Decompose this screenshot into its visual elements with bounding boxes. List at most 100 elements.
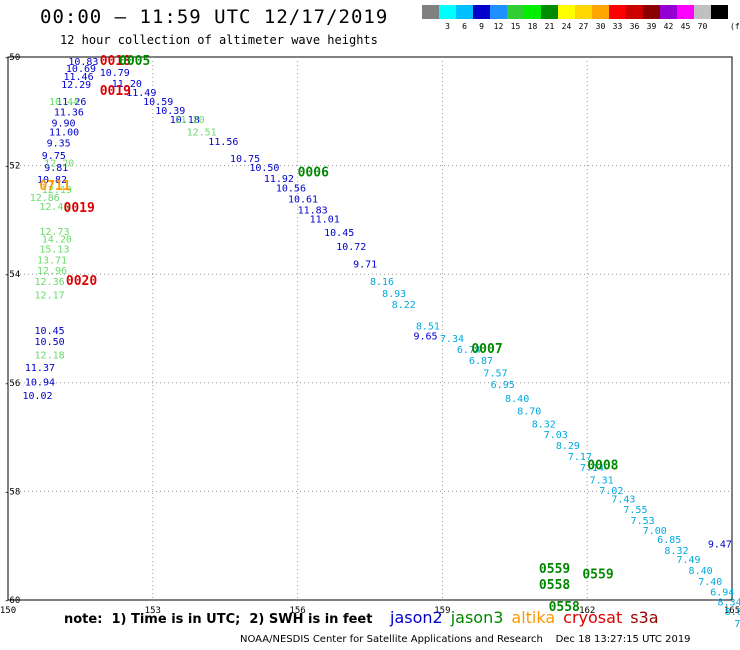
wave-height-label: 7.17 (568, 452, 592, 463)
wave-height-label: 8.32 (532, 419, 556, 430)
wave-height-label: 6.94 (710, 588, 734, 599)
legend-entry-jason2: jason2 (390, 608, 443, 627)
color-scale-cell: 18 (524, 5, 541, 31)
wave-height-label: 11.37 (25, 363, 55, 374)
wave-height-label: 9.81 (44, 163, 68, 174)
wave-height-label: 12.20 (44, 159, 74, 170)
wave-height-label: 7.31 (590, 475, 614, 486)
color-swatch (609, 5, 626, 19)
color-scale-cell: 21 (541, 5, 558, 31)
y-tick-label: -52 (4, 162, 20, 172)
wave-height-label: 8.16 (370, 277, 394, 288)
color-scale-label: 27 (578, 22, 589, 31)
wave-height-label: 10.18 (170, 115, 200, 126)
color-swatch (490, 5, 507, 19)
color-scale-cell: 45 (677, 5, 694, 31)
wave-height-label: 7.43 (611, 494, 635, 505)
wave-height-label: 11.00 (49, 128, 79, 139)
wave-height-label: 7.14 (580, 463, 604, 474)
color-scale-cell: 9 (473, 5, 490, 31)
legend-entry-cryosat: cryosat (563, 608, 623, 627)
wave-height-label: 8.32 (664, 546, 688, 557)
credit-line: NOAA/NESDIS Center for Satellite Applica… (240, 634, 691, 645)
color-scale-cell: 33 (609, 5, 626, 31)
pass-time-label: 0559 (582, 567, 613, 582)
color-scale-bar: 3 6 9 12 15 18 21 24 27 30 33 36 39 42 45 70 (422, 5, 728, 31)
wave-height-label: 12.45 (39, 202, 69, 213)
wave-height-label: 8.29 (556, 441, 580, 452)
wave-height-label: 8.93 (382, 289, 406, 300)
wave-height-label: 10.94 (25, 378, 55, 389)
color-scale-cell: 36 (626, 5, 643, 31)
color-scale-cell: 24 (558, 5, 575, 31)
color-swatch (507, 5, 524, 19)
color-swatch (439, 5, 456, 19)
wave-height-label: 10.39 (155, 106, 185, 117)
x-tick-label: 153 (145, 606, 161, 616)
color-scale-label: 39 (646, 22, 657, 31)
color-swatch (558, 5, 575, 19)
wave-height-label: 8.70 (517, 406, 541, 417)
legend-entry-altika: altika (511, 608, 556, 627)
wave-height-label: 10.69 (66, 64, 96, 75)
wave-height-label: 6.87 (469, 356, 493, 367)
y-tick-label: -54 (4, 270, 20, 280)
satellite-legend: jason2 jason3 altika cryosat s3a (390, 608, 667, 627)
x-tick-label: 159 (434, 606, 450, 616)
wave-height-label: 11.36 (54, 108, 84, 119)
wave-height-label: 10.50 (249, 163, 279, 174)
color-scale-label: 21 (544, 22, 555, 31)
wave-height-label: 10.75 (230, 154, 260, 165)
wave-height-label: 11.20 (112, 79, 142, 90)
color-scale-cell (422, 5, 439, 31)
color-scale-label: 45 (680, 22, 691, 31)
pass-time-label: 0019 (64, 201, 95, 216)
wave-height-label: 7.49 (676, 555, 700, 566)
wave-height-label: 12.86 (30, 193, 60, 204)
color-scale-cell: 15 (507, 5, 524, 31)
color-scale-cell: 3 (439, 5, 456, 31)
wave-height-label: 8.40 (689, 566, 713, 577)
y-tick-label: -60 (4, 596, 20, 606)
wave-height-label: 7.57 (483, 368, 507, 379)
wave-height-label: 10.45 (324, 228, 354, 239)
pass-time-label: 0558 (539, 578, 570, 593)
wave-height-label: 15.13 (39, 244, 69, 255)
pass-time-label: 0006 (298, 165, 329, 180)
color-scale-cell: 12 (490, 5, 507, 31)
color-swatch (541, 5, 558, 19)
wave-height-label: 8.40 (505, 394, 529, 405)
pass-time-label: 0005 (119, 54, 150, 69)
x-tick-label: 162 (579, 606, 595, 616)
color-scale-label: 15 (510, 22, 521, 31)
wave-height-label: 10.72 (336, 242, 366, 253)
wave-height-label: 11.26 (56, 97, 86, 108)
color-swatch (592, 5, 609, 19)
wave-height-label: 11.92 (264, 174, 294, 185)
wave-height-label: 12.19 (42, 185, 72, 196)
color-scale-unit: (ft) (730, 22, 740, 31)
legend-entry-s3a: s3a (630, 608, 659, 627)
wave-height-label: 12.96 (37, 266, 67, 277)
pass-time-label: 0711 (39, 179, 70, 194)
wave-height-label: 10.56 (276, 184, 306, 195)
wave-height-label: 10.02 (22, 391, 52, 402)
wave-height-label: 11.49 (126, 88, 156, 99)
color-scale-label: 33 (612, 22, 623, 31)
pass-time-label: 0018 (100, 54, 131, 69)
color-swatch (626, 5, 643, 19)
wave-height-label: 6.85 (657, 535, 681, 546)
color-swatch (575, 5, 592, 19)
wave-height-label: 10.61 (288, 195, 318, 206)
wave-height-label: 9.90 (51, 119, 75, 130)
wave-height-label: 8.01 (725, 607, 740, 618)
wave-height-label: 7.55 (623, 505, 647, 516)
chart-subtitle: 12 hour collection of altimeter wave hei… (60, 33, 378, 47)
wave-height-label: 12.29 (61, 80, 91, 91)
color-scale-label: 9 (479, 22, 484, 31)
color-scale-label: 36 (629, 22, 640, 31)
color-scale-cell: 42 (660, 5, 677, 31)
x-tick-label: 165 (724, 606, 740, 616)
color-scale-cell: 6 (456, 5, 473, 31)
